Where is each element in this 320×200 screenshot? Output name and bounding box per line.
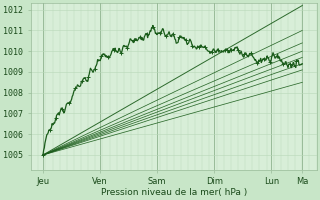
X-axis label: Pression niveau de la mer( hPa ): Pression niveau de la mer( hPa ) (101, 188, 247, 197)
